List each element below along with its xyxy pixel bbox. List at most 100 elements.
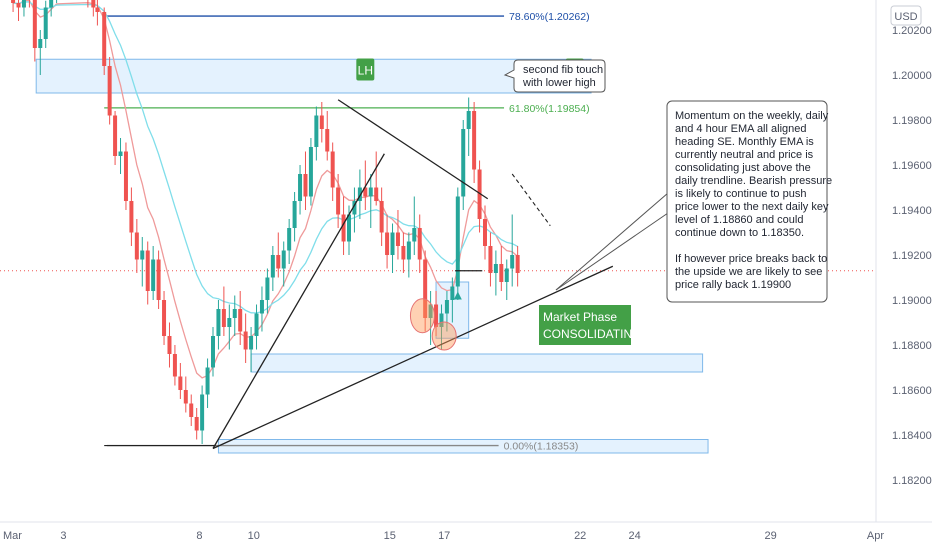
time-tick-label: 15: [384, 530, 396, 542]
swing-low-marker-0: [410, 299, 434, 333]
callout-analysis: Momentum on the weekly, dailyand 4 hour …: [556, 101, 832, 302]
candle: [505, 260, 509, 301]
candle-body: [271, 255, 275, 278]
candle: [86, 0, 90, 8]
candle: [216, 300, 220, 350]
candle: [157, 251, 161, 310]
candle-body: [418, 228, 422, 260]
callout-analysis-line: consolidating just above the: [675, 162, 811, 174]
candle-body: [342, 215, 346, 242]
candle: [151, 246, 155, 300]
candle: [11, 0, 15, 12]
candle: [260, 287, 264, 332]
candle: [200, 386, 204, 445]
candle: [396, 210, 400, 260]
candle: [124, 143, 128, 211]
market-phase-badge: Market PhaseCONSOLIDATING: [539, 305, 641, 345]
candle: [385, 215, 389, 269]
callout-analysis-line: price lower to the next daily key: [675, 201, 829, 213]
time-tick-label: 24: [628, 530, 640, 542]
candle: [499, 246, 503, 291]
candle-body: [119, 152, 123, 157]
candle: [135, 219, 139, 273]
candle: [102, 8, 106, 76]
candle: [331, 143, 335, 202]
candle: [44, 1, 48, 48]
dashed-path-line: [512, 174, 550, 226]
price-tick-label: 1.18400: [892, 430, 932, 442]
candle-body: [499, 264, 503, 282]
candle-body: [445, 300, 449, 314]
candle: [369, 174, 373, 228]
candle-body: [488, 246, 492, 273]
candle-body: [510, 255, 514, 269]
candle-body: [184, 390, 188, 404]
price-tick-label: 1.20000: [892, 70, 932, 82]
candle-body: [314, 116, 318, 148]
candle: [461, 120, 465, 210]
candle-body: [516, 255, 520, 273]
time-axis[interactable]: Mar 3 8 10 15 17 22 24 29 Apr: [3, 530, 884, 542]
candle-body: [124, 152, 128, 202]
candle: [55, 0, 59, 3]
candle-body: [157, 260, 161, 301]
candle: [238, 291, 242, 345]
candle: [173, 345, 177, 386]
candle-body: [293, 201, 297, 228]
candle: [108, 57, 112, 125]
ema-slow-line: [13, 2, 517, 313]
candle-body: [91, 0, 95, 8]
candle-body: [265, 278, 269, 301]
candle-body: [374, 188, 378, 202]
candle-body: [401, 246, 405, 260]
candle: [146, 242, 150, 305]
time-tick-label: Apr: [867, 530, 884, 542]
candle: [271, 246, 275, 291]
candle: [456, 188, 460, 301]
candle-body: [151, 260, 155, 292]
candle-body: [129, 201, 133, 233]
candle: [516, 246, 520, 287]
candle-body: [303, 174, 307, 197]
candle-body: [396, 233, 400, 247]
candle: [309, 138, 313, 206]
candle: [287, 219, 291, 264]
candle: [22, 0, 26, 17]
price-tick-label: 1.19800: [892, 115, 932, 127]
candle: [178, 363, 182, 399]
candle: [233, 296, 237, 337]
callout-analysis-line: heading SE. Monthly EMA is: [675, 136, 814, 148]
candle-body: [505, 269, 509, 283]
candle: [298, 165, 302, 215]
candle-body: [44, 8, 48, 40]
candle-body: [33, 0, 37, 48]
candle-body: [17, 3, 21, 8]
candle-body: [233, 309, 237, 318]
callout-analysis-line: daily trendline. Bearish pressure: [675, 175, 832, 187]
callout-analysis-pointer-upper: [556, 193, 668, 290]
candle: [189, 395, 193, 427]
candle-body: [255, 314, 259, 337]
candle-body: [407, 242, 411, 260]
price-tick-label: 1.18200: [892, 475, 932, 487]
price-tick-label: 1.19000: [892, 295, 932, 307]
candle-body: [108, 66, 112, 116]
candle: [391, 224, 395, 274]
candle-body: [456, 197, 460, 287]
candle: [222, 287, 226, 337]
candle-body: [216, 309, 220, 336]
candle: [467, 98, 471, 157]
candle-body: [461, 129, 465, 197]
candle-body: [11, 0, 15, 3]
candle-body: [211, 336, 215, 368]
time-tick-label: 29: [764, 530, 776, 542]
candle: [293, 192, 297, 242]
candle-body: [206, 368, 210, 395]
candle: [483, 206, 487, 260]
candle-body: [113, 116, 117, 157]
candle-body: [173, 354, 177, 377]
candle-body: [195, 417, 199, 431]
time-tick-label: 22: [574, 530, 586, 542]
